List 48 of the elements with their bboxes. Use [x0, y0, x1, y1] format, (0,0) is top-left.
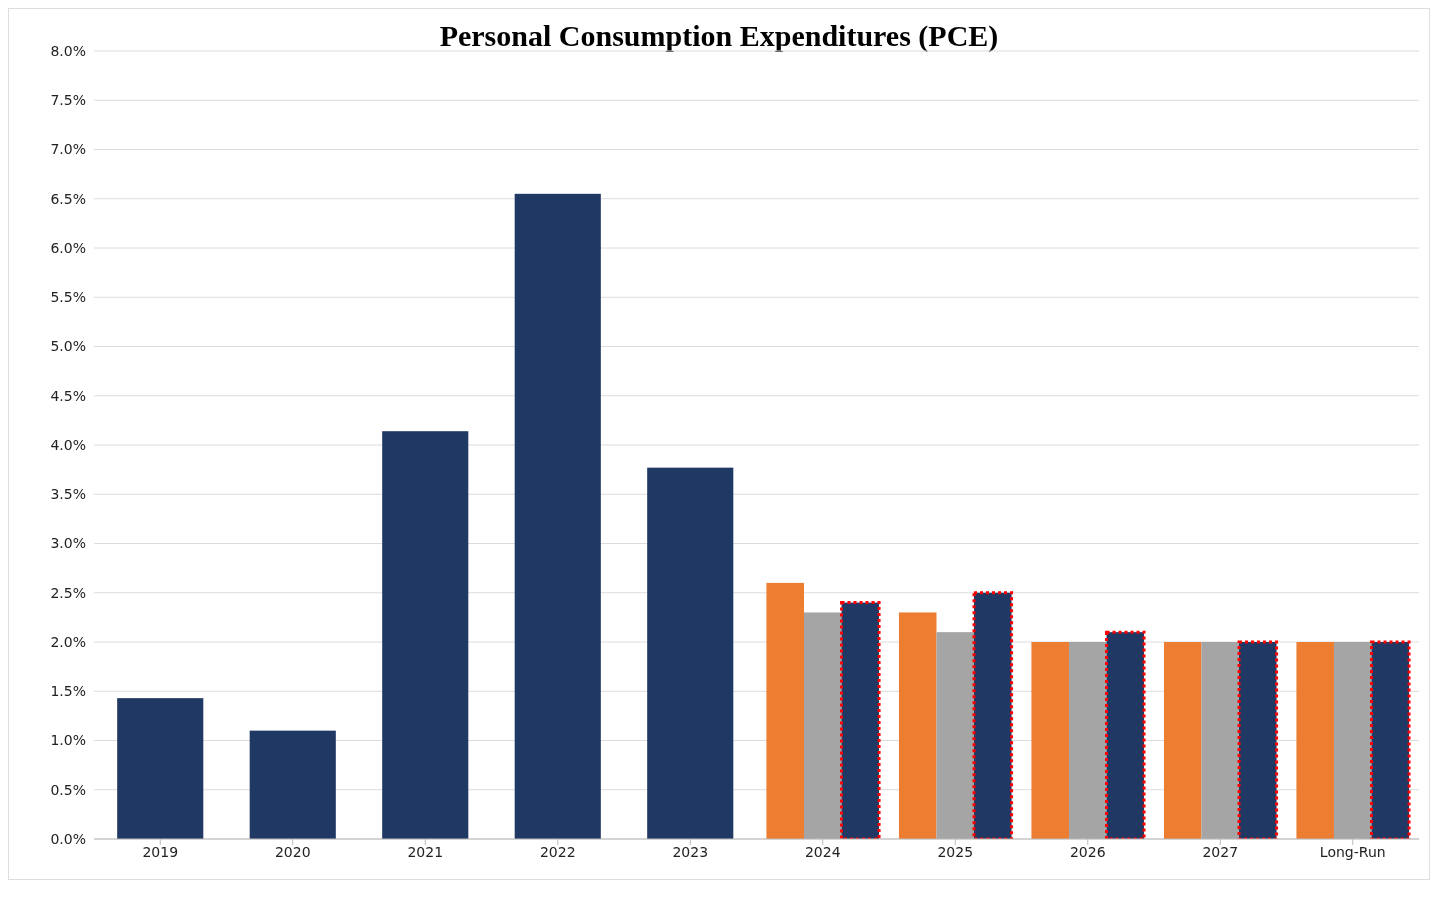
x-tick-label: 2024	[804, 843, 841, 860]
y-tick-label: 0.5%	[50, 781, 86, 798]
bar	[972, 591, 1014, 839]
y-tick-label: 1.5%	[50, 683, 86, 700]
bar	[647, 467, 734, 839]
bar	[1163, 642, 1202, 839]
y-tick-label: 8.0%	[50, 42, 86, 59]
y-tick-label: 5.5%	[50, 289, 86, 306]
bar	[1068, 642, 1107, 839]
x-tick-label: 2022	[539, 843, 576, 860]
bar	[514, 193, 601, 839]
bar	[1105, 630, 1146, 839]
x-tick-label: Long-Run	[1319, 843, 1386, 860]
x-tick-label: 2021	[407, 843, 444, 860]
y-tick-label: 7.5%	[50, 92, 86, 109]
bar	[1296, 642, 1334, 839]
y-tick-label: 7.0%	[50, 141, 86, 158]
x-tick-label: 2019	[142, 843, 179, 860]
y-tick-label: 5.0%	[50, 338, 86, 355]
bar	[1370, 640, 1411, 839]
y-tick-label: 6.0%	[50, 239, 86, 256]
x-tick-label: 2027	[1202, 843, 1239, 860]
bar	[249, 730, 336, 839]
x-tick-label: 2023	[672, 843, 709, 860]
y-tick-label: 6.5%	[50, 190, 86, 207]
bar	[766, 582, 804, 839]
chart-title: Personal Consumption Expenditures (PCE)	[439, 19, 999, 52]
bar	[840, 601, 881, 839]
bar	[1031, 642, 1069, 839]
bar	[382, 431, 469, 839]
y-tick-label: 4.5%	[50, 387, 86, 404]
bar	[936, 632, 975, 839]
y-tick-label: 4.0%	[50, 436, 86, 453]
bar	[898, 612, 937, 839]
bar	[1201, 642, 1240, 839]
y-tick-label: 0.0%	[50, 830, 86, 847]
y-tick-label: 2.5%	[50, 584, 86, 601]
y-tick-label: 3.5%	[50, 486, 86, 503]
y-tick-label: 3.0%	[50, 535, 86, 552]
bar	[117, 698, 204, 839]
y-tick-label: 1.0%	[50, 732, 86, 749]
bar	[803, 612, 842, 839]
x-tick-label: 2020	[274, 843, 311, 860]
bar	[1333, 642, 1372, 839]
y-tick-label: 2.0%	[50, 633, 86, 650]
x-tick-label: 2026	[1069, 843, 1106, 860]
x-tick-label: 2025	[937, 843, 974, 860]
bar	[1237, 640, 1279, 839]
